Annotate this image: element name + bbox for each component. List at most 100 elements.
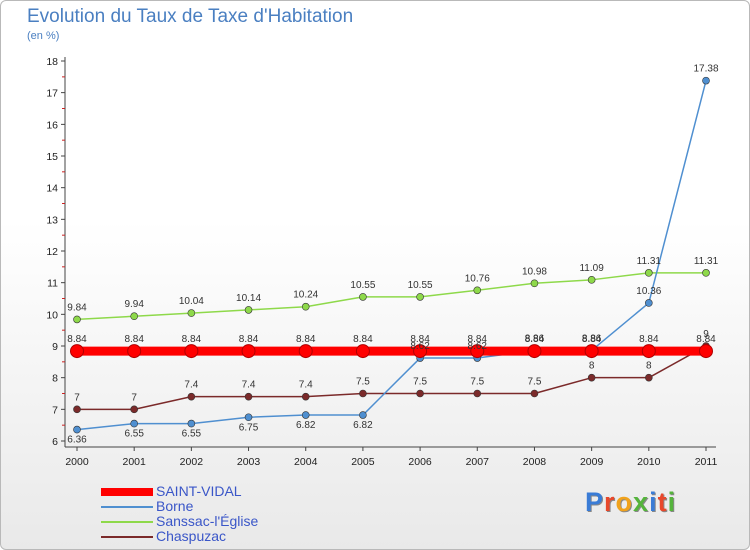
data-point bbox=[130, 405, 138, 414]
data-point bbox=[184, 344, 199, 359]
data-label: 8.84 bbox=[182, 334, 202, 345]
logo-letter: x bbox=[633, 487, 650, 517]
chart-unit-label: (en %) bbox=[27, 30, 60, 42]
data-label: 10.36 bbox=[636, 286, 661, 297]
data-label: 8.84 bbox=[296, 334, 316, 345]
data-label: 7.5 bbox=[470, 377, 484, 388]
data-label: 8.86 bbox=[525, 333, 545, 344]
x-tick-label: 2011 bbox=[695, 456, 718, 468]
data-label: 8.84 bbox=[696, 334, 716, 345]
x-tick-label: 2010 bbox=[637, 456, 661, 468]
y-tick-label: 12 bbox=[46, 246, 58, 258]
data-label: 6.55 bbox=[182, 429, 202, 440]
data-label: 8.62 bbox=[410, 341, 430, 352]
data-label: 8.84 bbox=[582, 334, 602, 345]
y-tick-label: 18 bbox=[46, 56, 58, 68]
x-tick-label: 2001 bbox=[123, 456, 147, 468]
x-tick-label: 2009 bbox=[580, 456, 604, 468]
data-point bbox=[70, 344, 84, 359]
x-tick-label: 2005 bbox=[351, 456, 375, 468]
data-label: 6.55 bbox=[124, 429, 144, 440]
data-point bbox=[298, 344, 313, 359]
data-point bbox=[587, 373, 596, 382]
data-point bbox=[699, 344, 713, 359]
data-point bbox=[645, 373, 653, 382]
data-point bbox=[416, 389, 424, 398]
data-label: 8.84 bbox=[67, 334, 87, 345]
x-tick-label: 2002 bbox=[180, 456, 204, 468]
data-label: 7.4 bbox=[242, 380, 256, 391]
data-label: 10.98 bbox=[522, 266, 547, 277]
data-label: 7 bbox=[131, 392, 137, 403]
logo-letter: t bbox=[657, 487, 668, 517]
data-label: 8.84 bbox=[525, 334, 545, 345]
logo-letter: i bbox=[649, 487, 658, 517]
data-point bbox=[355, 344, 370, 359]
data-label: 8.62 bbox=[468, 341, 488, 352]
legend-swatch bbox=[101, 488, 153, 496]
data-label: 10.14 bbox=[236, 293, 261, 304]
data-point bbox=[187, 419, 196, 428]
legend-label: Borne bbox=[156, 498, 194, 514]
data-label: 7.5 bbox=[528, 377, 542, 388]
y-tick-label: 17 bbox=[46, 88, 58, 100]
y-tick-label: 6 bbox=[52, 436, 58, 448]
y-tick-label: 9 bbox=[52, 341, 58, 353]
data-label: 11.31 bbox=[694, 256, 719, 267]
data-point bbox=[130, 419, 138, 428]
data-label: 10.55 bbox=[350, 280, 375, 291]
x-tick-label: 2000 bbox=[65, 456, 89, 468]
data-point bbox=[470, 344, 485, 359]
data-label: 8 bbox=[589, 361, 595, 372]
data-point bbox=[73, 315, 81, 324]
data-point bbox=[130, 312, 138, 321]
data-label: 8.84 bbox=[124, 334, 144, 345]
data-point bbox=[301, 411, 310, 419]
logo-letter: r bbox=[604, 487, 616, 517]
data-point bbox=[359, 293, 367, 301]
data-label: 9.94 bbox=[124, 299, 144, 310]
data-point bbox=[301, 392, 310, 401]
data-label: 8.84 bbox=[410, 334, 430, 345]
data-point bbox=[187, 392, 196, 401]
data-point bbox=[530, 279, 539, 288]
y-tick-label: 16 bbox=[46, 119, 58, 131]
y-tick-label: 11 bbox=[47, 278, 58, 290]
data-label: 9.84 bbox=[67, 302, 87, 313]
chart-title: Evolution du Taux de Taxe d'Habitation bbox=[27, 6, 354, 27]
data-label: 8.84 bbox=[639, 334, 659, 345]
data-label: 10.04 bbox=[179, 296, 204, 307]
data-point bbox=[416, 293, 424, 301]
data-point bbox=[244, 306, 253, 314]
data-label: 7 bbox=[74, 392, 80, 403]
data-point bbox=[187, 309, 196, 317]
data-label: 8.84 bbox=[239, 334, 259, 345]
data-label: 11.31 bbox=[637, 256, 662, 267]
data-point bbox=[702, 76, 710, 85]
legend-swatch bbox=[101, 521, 153, 523]
data-label: 8 bbox=[646, 361, 652, 372]
data-point bbox=[244, 413, 253, 422]
data-point bbox=[473, 286, 482, 295]
legend-label: Sanssac-l'Église bbox=[156, 513, 259, 529]
data-point bbox=[241, 344, 256, 359]
legend-swatch bbox=[101, 506, 153, 508]
data-point bbox=[645, 299, 653, 307]
data-point bbox=[359, 411, 367, 419]
legend-label: SAINT-VIDAL bbox=[156, 483, 242, 499]
x-tick-label: 2006 bbox=[408, 456, 432, 468]
data-point bbox=[73, 405, 81, 414]
series-line-borne bbox=[76, 80, 707, 431]
data-point bbox=[244, 392, 253, 401]
data-point bbox=[301, 302, 310, 311]
data-label: 7.5 bbox=[356, 377, 370, 388]
data-label: 8.86 bbox=[582, 333, 602, 344]
data-label: 8.84 bbox=[468, 334, 488, 345]
data-label: 7.5 bbox=[413, 377, 427, 388]
data-label: 9 bbox=[703, 329, 709, 340]
data-label: 6.82 bbox=[296, 420, 316, 431]
x-tick-label: 2008 bbox=[523, 456, 547, 468]
series-line-sanssac-l-glise bbox=[76, 272, 706, 321]
logo-letter: P bbox=[585, 487, 605, 517]
